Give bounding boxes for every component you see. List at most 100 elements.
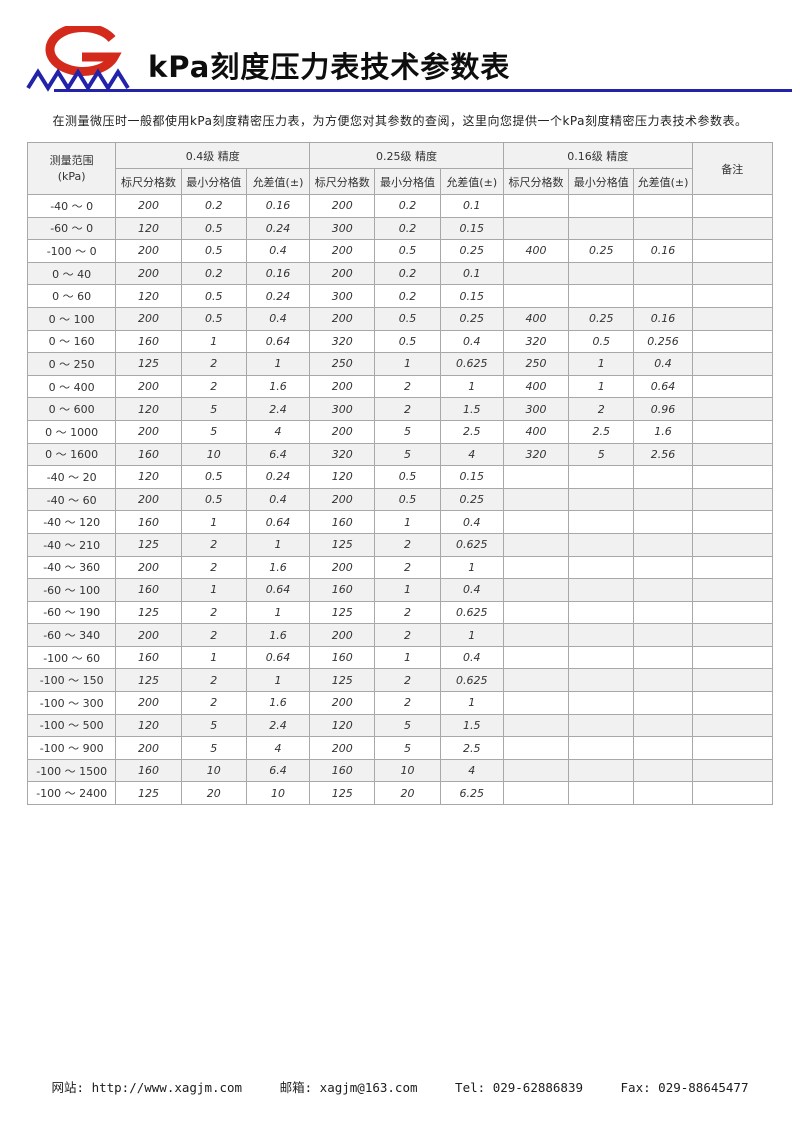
remark-cell — [691, 668, 774, 693]
range-cell: 0 ～ 400 — [26, 374, 117, 399]
remark-cell — [691, 758, 774, 783]
range-cell: -60 ～ 190 — [26, 600, 117, 625]
value-cell: 1.6 — [245, 691, 311, 715]
value-cell — [568, 691, 635, 715]
parameters-table: 测量范围 (kPa) 0.4级 精度 0.25级 精度 0.16级 精度 备注 … — [26, 142, 774, 806]
table-row: -40 ～ 120 160 1 0.64 160 1 0.4 — [26, 510, 774, 534]
value-cell: 0.25 — [568, 306, 635, 331]
value-cell — [633, 713, 693, 738]
table-row: -100 ～ 900 200 5 4 200 5 2.5 — [26, 736, 774, 760]
masthead: kPa刻度压力表技术参数表 — [0, 0, 800, 102]
range-cell: -100 ～ 1500 — [26, 758, 117, 783]
value-cell — [568, 668, 635, 693]
value-cell: 160 — [115, 442, 182, 467]
value-cell — [502, 623, 570, 647]
value-cell — [633, 758, 693, 783]
table-row: -60 ～ 190 125 2 1 125 2 0.625 — [26, 600, 774, 625]
value-cell: 160 — [309, 510, 376, 534]
value-cell: 200 — [115, 555, 182, 580]
value-cell: 0.625 — [439, 668, 504, 693]
value-cell: 20 — [374, 781, 441, 806]
table-row: -100 ～ 500 120 5 2.4 120 5 1.5 — [26, 713, 774, 738]
value-cell: 2 — [374, 555, 441, 580]
value-cell: 0.16 — [245, 261, 311, 286]
value-cell: 0.4 — [439, 578, 504, 602]
value-cell: 200 — [309, 239, 376, 263]
value-cell: 125 — [309, 600, 376, 625]
table-row: -40 ～ 360 200 2 1.6 200 2 1 — [26, 555, 774, 580]
table-row: -100 ～ 0 200 0.5 0.4 200 0.5 0.25 400 0.25 0.16 — [26, 239, 774, 263]
value-cell: 1 — [245, 532, 311, 557]
subheader-tolerance: 允差值(±) — [245, 168, 311, 195]
value-cell — [568, 261, 635, 286]
value-cell: 200 — [309, 691, 376, 715]
value-cell: 400 — [502, 419, 570, 444]
value-cell: 0.5 — [180, 284, 247, 308]
value-cell: 125 — [309, 781, 376, 806]
value-cell: 5 — [180, 713, 247, 738]
value-cell: 0.24 — [245, 284, 311, 308]
remark-cell — [691, 419, 774, 444]
value-cell: 120 — [115, 713, 182, 738]
value-cell — [568, 487, 635, 512]
value-cell — [502, 713, 570, 738]
value-cell: 2 — [180, 623, 247, 647]
value-cell — [502, 668, 570, 693]
value-cell: 160 — [115, 578, 182, 602]
value-cell — [502, 284, 570, 308]
value-cell: 400 — [502, 374, 570, 399]
value-cell: 200 — [309, 194, 376, 218]
value-cell: 2 — [374, 691, 441, 715]
value-cell: 0.24 — [245, 465, 311, 489]
subheader-min-division: 最小分格值 — [374, 168, 441, 195]
value-cell — [633, 691, 693, 715]
range-cell: -100 ～ 60 — [26, 645, 117, 670]
value-cell: 300 — [502, 397, 570, 421]
value-cell: 120 — [309, 713, 376, 738]
value-cell: 2 — [374, 623, 441, 647]
value-cell — [568, 465, 635, 489]
value-cell: 0.25 — [439, 487, 504, 512]
value-cell: 2 — [374, 600, 441, 625]
value-cell: 4 — [245, 736, 311, 760]
value-cell: 160 — [115, 329, 182, 354]
range-cell: 0 ～ 600 — [26, 397, 117, 421]
value-cell: 5 — [374, 713, 441, 738]
value-cell: 160 — [115, 758, 182, 783]
value-cell: 200 — [115, 239, 182, 263]
value-cell: 5 — [180, 419, 247, 444]
table-row: 0 ～ 1000 200 5 4 200 5 2.5 400 2.5 1.6 — [26, 419, 774, 444]
remark-cell — [691, 216, 774, 241]
table-header: 测量范围 (kPa) 0.4级 精度 0.25级 精度 0.16级 精度 备注 … — [26, 142, 774, 195]
table-row: 0 ～ 100 200 0.5 0.4 200 0.5 0.25 400 0.25 0.16 — [26, 306, 774, 331]
value-cell: 6.4 — [245, 758, 311, 783]
company-logo-icon — [26, 26, 130, 92]
value-cell: 2 — [180, 352, 247, 376]
value-cell: 2 — [180, 668, 247, 693]
value-cell: 1 — [180, 578, 247, 602]
value-cell: 200 — [309, 419, 376, 444]
value-cell: 0.2 — [374, 194, 441, 218]
table-row: 0 ～ 60 120 0.5 0.24 300 0.2 0.15 — [26, 284, 774, 308]
value-cell — [633, 510, 693, 534]
table-row: -60 ～ 0 120 0.5 0.24 300 0.2 0.15 — [26, 216, 774, 241]
remark-cell — [691, 532, 774, 557]
value-cell: 250 — [309, 352, 376, 376]
value-cell: 200 — [115, 261, 182, 286]
value-cell — [633, 216, 693, 241]
remark-cell — [691, 397, 774, 421]
value-cell — [502, 736, 570, 760]
value-cell: 0.64 — [245, 578, 311, 602]
value-cell: 120 — [309, 465, 376, 489]
value-cell — [502, 261, 570, 286]
value-cell: 2.5 — [568, 419, 635, 444]
value-cell: 10 — [180, 442, 247, 467]
value-cell — [633, 284, 693, 308]
value-cell: 300 — [309, 397, 376, 421]
value-cell: 1 — [180, 645, 247, 670]
value-cell: 0.16 — [633, 239, 693, 263]
value-cell: 160 — [115, 510, 182, 534]
value-cell: 160 — [309, 645, 376, 670]
value-cell: 200 — [115, 194, 182, 218]
value-cell: 0.15 — [439, 284, 504, 308]
